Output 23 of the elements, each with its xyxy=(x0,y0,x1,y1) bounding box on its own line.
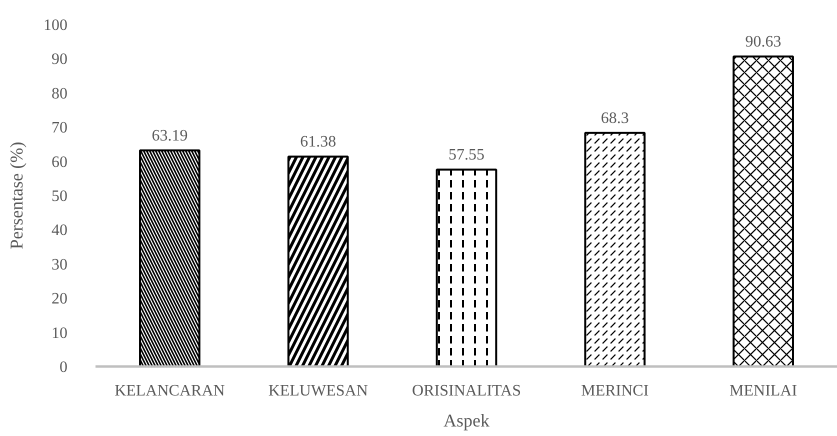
y-tick-label: 0 xyxy=(60,359,68,376)
y-tick-label: 30 xyxy=(52,256,68,274)
data-label: 68.3 xyxy=(600,110,629,127)
y-axis-title: Persentase (%) xyxy=(6,142,26,250)
y-tick-label: 40 xyxy=(52,222,68,240)
y-tick-label: 70 xyxy=(52,120,68,137)
data-label: 90.63 xyxy=(745,34,782,51)
y-tick-label: 50 xyxy=(52,188,68,205)
data-label: 57.55 xyxy=(448,146,484,164)
y-tick-label: 90 xyxy=(52,51,68,68)
y-tick-label: 100 xyxy=(44,17,68,34)
y-tick-label: 10 xyxy=(52,324,68,342)
x-tick-label: MENILAI xyxy=(730,382,798,400)
y-tick-label: 80 xyxy=(52,85,68,102)
x-tick-label: KELUWESAN xyxy=(268,382,368,400)
y-tick-label: 20 xyxy=(52,290,68,308)
data-label: 63.19 xyxy=(152,127,188,144)
y-tick-label: 60 xyxy=(52,154,68,171)
x-tick-label: KELANCARAN xyxy=(114,382,226,400)
x-axis-title: Aspek xyxy=(444,410,490,430)
x-tick-label: MERINCI xyxy=(581,382,649,400)
data-label: 61.38 xyxy=(300,134,336,151)
x-tick-label: ORISINALITAS xyxy=(412,382,521,400)
